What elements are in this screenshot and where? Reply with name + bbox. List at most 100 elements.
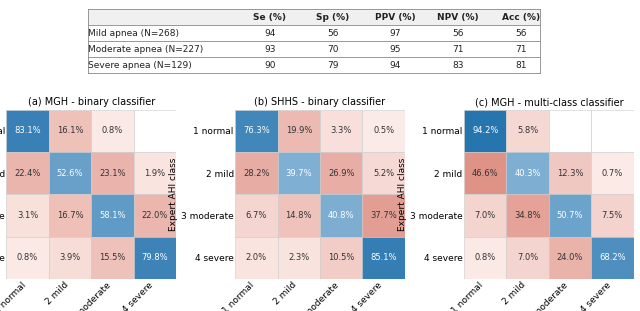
- Text: 28.2%: 28.2%: [243, 169, 269, 178]
- Bar: [6, 109, 49, 152]
- Bar: [278, 194, 320, 237]
- Bar: [591, 194, 634, 237]
- Bar: [591, 109, 634, 152]
- Text: 81: 81: [515, 61, 527, 70]
- Bar: [91, 237, 134, 279]
- Bar: [91, 194, 134, 237]
- Y-axis label: Expert AHI class: Expert AHI class: [398, 158, 407, 231]
- Text: 0.8%: 0.8%: [475, 253, 496, 262]
- Bar: [49, 194, 91, 237]
- Bar: [320, 237, 362, 279]
- Text: 3.9%: 3.9%: [60, 253, 81, 262]
- Text: 76.3%: 76.3%: [243, 126, 270, 135]
- Bar: [320, 194, 362, 237]
- Text: 0.7%: 0.7%: [602, 169, 623, 178]
- Text: 5.8%: 5.8%: [517, 126, 538, 135]
- Text: 95: 95: [390, 45, 401, 54]
- Text: 83.1%: 83.1%: [14, 126, 41, 135]
- Bar: [464, 194, 506, 237]
- Bar: [91, 152, 134, 194]
- Bar: [591, 237, 634, 279]
- Text: 6.7%: 6.7%: [246, 211, 267, 220]
- Text: 14.8%: 14.8%: [285, 211, 312, 220]
- Text: 22.4%: 22.4%: [15, 169, 41, 178]
- Text: Sp (%): Sp (%): [316, 13, 349, 22]
- Bar: [549, 194, 591, 237]
- Bar: [506, 152, 549, 194]
- Text: Moderate apnea (N=227): Moderate apnea (N=227): [88, 45, 203, 54]
- Text: 22.0%: 22.0%: [141, 211, 168, 220]
- Text: 16.1%: 16.1%: [57, 126, 83, 135]
- Text: 7.0%: 7.0%: [517, 253, 538, 262]
- Text: 7.5%: 7.5%: [602, 211, 623, 220]
- Bar: [549, 237, 591, 279]
- Text: 40.8%: 40.8%: [328, 211, 355, 220]
- Bar: [91, 109, 134, 152]
- Text: 26.9%: 26.9%: [328, 169, 355, 178]
- Text: 58.1%: 58.1%: [99, 211, 125, 220]
- Bar: [236, 194, 278, 237]
- Text: Se (%): Se (%): [253, 13, 286, 22]
- Bar: [49, 237, 91, 279]
- Text: 79: 79: [327, 61, 339, 70]
- Text: 40.3%: 40.3%: [515, 169, 541, 178]
- Text: 46.6%: 46.6%: [472, 169, 499, 178]
- Bar: [49, 152, 91, 194]
- Text: 37.7%: 37.7%: [370, 211, 397, 220]
- Text: 79.8%: 79.8%: [141, 253, 168, 262]
- Text: 15.5%: 15.5%: [99, 253, 125, 262]
- Title: (a) MGH - binary classifier: (a) MGH - binary classifier: [28, 97, 155, 107]
- Title: (b) SHHS - binary classifier: (b) SHHS - binary classifier: [255, 97, 385, 107]
- Text: 94: 94: [390, 61, 401, 70]
- Bar: [464, 152, 506, 194]
- Text: 5.2%: 5.2%: [373, 169, 394, 178]
- Text: 19.9%: 19.9%: [285, 126, 312, 135]
- Text: 2.3%: 2.3%: [288, 253, 309, 262]
- Text: 3.3%: 3.3%: [330, 126, 352, 135]
- Bar: [591, 152, 634, 194]
- Text: 90: 90: [264, 61, 276, 70]
- Text: 3.1%: 3.1%: [17, 211, 38, 220]
- Bar: [278, 237, 320, 279]
- Text: 7.0%: 7.0%: [475, 211, 496, 220]
- Text: 50.7%: 50.7%: [557, 211, 583, 220]
- Text: 1.9%: 1.9%: [144, 169, 165, 178]
- Text: 24.0%: 24.0%: [557, 253, 583, 262]
- Text: 97: 97: [390, 29, 401, 38]
- Text: 68.2%: 68.2%: [599, 253, 626, 262]
- Text: 52.6%: 52.6%: [57, 169, 83, 178]
- Text: 56: 56: [327, 29, 339, 38]
- Text: 94.2%: 94.2%: [472, 126, 499, 135]
- Text: 34.8%: 34.8%: [515, 211, 541, 220]
- Text: Severe apnea (N=129): Severe apnea (N=129): [88, 61, 192, 70]
- Text: 0.5%: 0.5%: [373, 126, 394, 135]
- Bar: [320, 152, 362, 194]
- Text: 10.5%: 10.5%: [328, 253, 355, 262]
- Text: 16.7%: 16.7%: [57, 211, 83, 220]
- Title: (c) MGH - multi-class classifier: (c) MGH - multi-class classifier: [474, 97, 623, 107]
- Text: 85.1%: 85.1%: [371, 253, 397, 262]
- Bar: [362, 237, 404, 279]
- Text: 0.8%: 0.8%: [17, 253, 38, 262]
- Bar: [362, 109, 404, 152]
- Text: 2.0%: 2.0%: [246, 253, 267, 262]
- Bar: [236, 152, 278, 194]
- Text: 83: 83: [452, 61, 464, 70]
- Text: 70: 70: [327, 45, 339, 54]
- Bar: [6, 194, 49, 237]
- Text: 71: 71: [452, 45, 464, 54]
- Text: 39.7%: 39.7%: [285, 169, 312, 178]
- Text: 0.8%: 0.8%: [102, 126, 123, 135]
- Bar: [362, 152, 404, 194]
- Bar: [6, 237, 49, 279]
- Bar: [278, 152, 320, 194]
- Bar: [134, 237, 176, 279]
- Bar: [134, 109, 176, 152]
- Text: NPV (%): NPV (%): [437, 13, 479, 22]
- Y-axis label: Expert AHI class: Expert AHI class: [170, 158, 179, 231]
- Bar: [464, 237, 506, 279]
- Text: 71: 71: [515, 45, 527, 54]
- Bar: [320, 109, 362, 152]
- Bar: [6, 152, 49, 194]
- Text: Acc (%): Acc (%): [502, 13, 540, 22]
